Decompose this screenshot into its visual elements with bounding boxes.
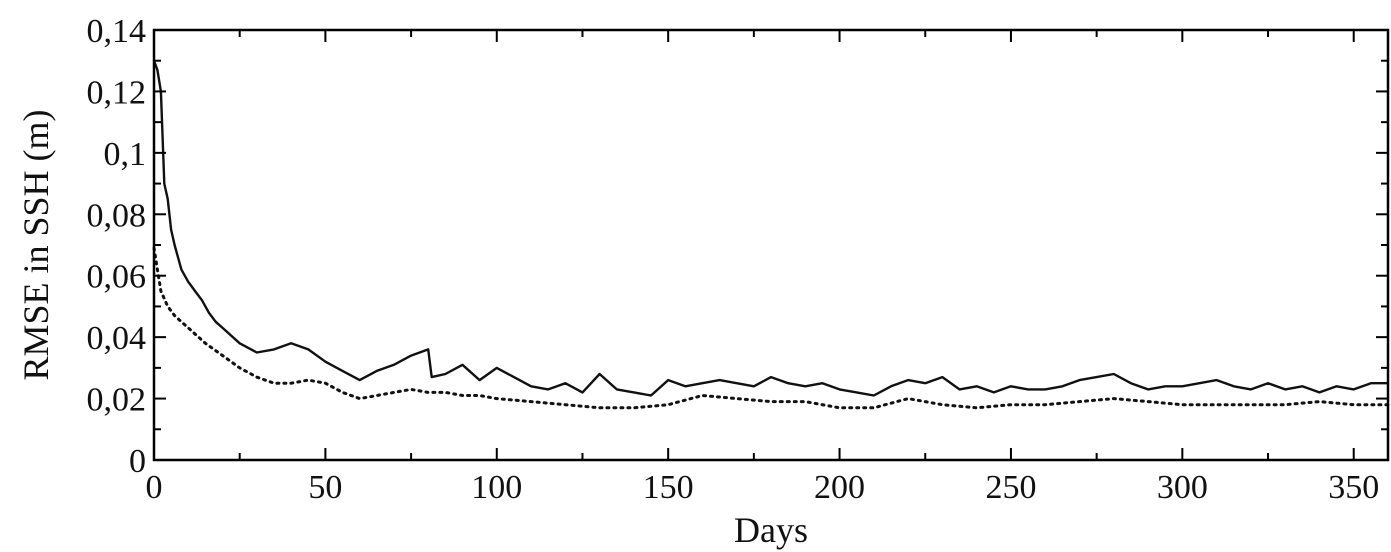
y-tick-label: 0,08 (87, 197, 147, 234)
y-tick-label: 0 (129, 443, 146, 480)
x-tick-label: 300 (1157, 469, 1208, 506)
x-tick-label: 200 (814, 469, 865, 506)
x-tick-label: 150 (643, 469, 694, 506)
y-tick-label: 0,06 (87, 259, 147, 296)
y-tick-label: 0,04 (87, 320, 147, 357)
dotted-series-line (152, 246, 1390, 410)
x-tick-label: 50 (308, 469, 342, 506)
x-axis-title: Days (734, 510, 808, 550)
x-tick-label: 100 (471, 469, 522, 506)
y-tick-label: 0,1 (104, 136, 147, 173)
y-axis-title: RMSE in SSH (m) (16, 109, 56, 380)
y-tick-label: 0,12 (87, 74, 147, 111)
x-tick-label: 250 (985, 469, 1036, 506)
series-layer (152, 60, 1390, 410)
y-tick-label: 0,14 (87, 13, 147, 50)
axis-layer: 0 50 100 150 200 250 300 350 0 0,02 0,04 0,06 0,08 0,… (87, 13, 1388, 506)
solid-series-line (152, 60, 1388, 397)
plot-frame (152, 28, 1390, 462)
x-tick-label: 0 (146, 469, 163, 506)
x-tick-label: 350 (1328, 469, 1379, 506)
y-tick-label: 0,02 (87, 382, 147, 419)
